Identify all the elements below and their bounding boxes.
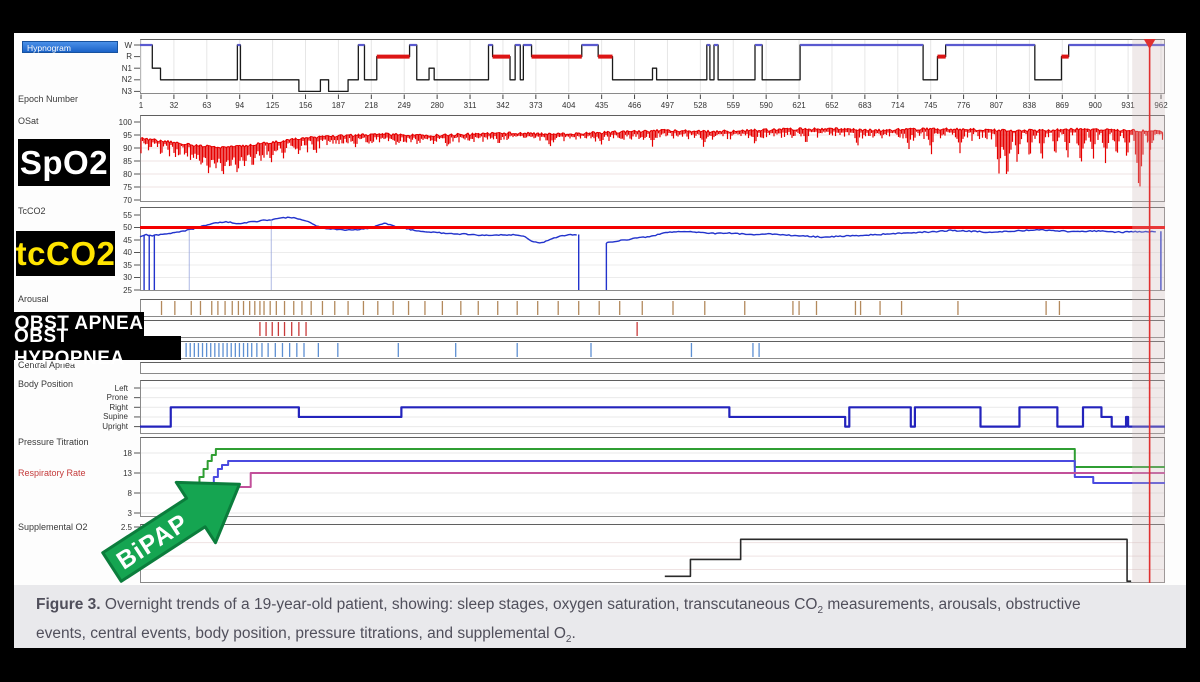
epoch-tick-label: 249 (397, 101, 411, 110)
epoch-tick-label: 528 (693, 101, 708, 110)
body-tick-label: Supine (103, 412, 128, 422)
spo2-tick-label: 100 (118, 117, 132, 127)
central-apnea-label: Central Apnea (18, 360, 76, 370)
hypnogram-series-chip[interactable]: Hypnogram (22, 41, 118, 53)
spo2-panel (140, 115, 1165, 202)
epoch-tick-label: 621 (792, 101, 806, 110)
epoch-tick-label: 435 (594, 101, 609, 110)
pressure-tick-label: 18 (123, 448, 132, 458)
epoch-tick-label: 373 (529, 101, 543, 110)
epoch-tick-label: 962 (1154, 101, 1168, 110)
tcco2-tick-label: 55 (123, 210, 132, 220)
osat-label: OSat (18, 116, 39, 126)
supplemental-o2-label: Supplemental O2 (18, 522, 88, 532)
epoch-tick-label: 776 (956, 101, 971, 110)
epoch-tick-label: 714 (891, 101, 905, 110)
tcco2-tick-label: 50 (123, 223, 132, 232)
pressure-tick-label: 8 (127, 488, 132, 498)
epoch-tick-label: 63 (202, 101, 212, 110)
body-tick-label: Left (114, 383, 128, 393)
epoch-tick-label: 32 (169, 101, 179, 110)
tcco2-tick-label: 25 (123, 285, 132, 295)
epoch-tick-label: 156 (298, 101, 313, 110)
obst-apnea-annotation: OBST APNEA (14, 312, 144, 336)
spo2-tick-label: 90 (123, 143, 132, 153)
epoch-tick-label: 466 (627, 101, 642, 110)
spo2-annotation: SpO2 (18, 139, 110, 186)
epoch-tick-label: 900 (1088, 101, 1102, 110)
stage-tick-label: N2 (121, 75, 132, 85)
body-position-label: Body Position (18, 379, 74, 389)
arousal-label: Arousal (18, 294, 49, 304)
hypnogram-panel (140, 39, 1165, 94)
epoch-tick-label: 1 (138, 101, 144, 110)
caption-band (14, 585, 1186, 648)
epoch-tick-label: 187 (331, 101, 346, 110)
epoch-tick-label: 590 (759, 101, 773, 110)
epoch-tick-label: 497 (660, 101, 675, 110)
spo2-tick-label: 95 (123, 130, 132, 140)
pressure-tick-label: 3 (127, 508, 132, 518)
spo2-tick-label: 80 (123, 169, 132, 179)
tcco2-tick-label: 35 (123, 260, 132, 270)
epoch-tick-label: 559 (726, 101, 740, 110)
spo2-tick-label: 75 (123, 182, 132, 192)
body-position-panel (140, 380, 1165, 434)
caption-text: 2 (565, 634, 572, 646)
obst-apnea-strip (140, 320, 1165, 338)
caption-text: events, central events, body position, p… (36, 625, 566, 643)
tcco2-tick-label: 45 (123, 235, 132, 245)
caption-text: 2 (817, 605, 824, 617)
epoch-tick-label: 218 (364, 101, 378, 110)
epoch-tick-label: 342 (496, 101, 510, 110)
tcco2-label: TcCO2 (18, 206, 46, 216)
tcco2-tick-label: 30 (123, 273, 132, 282)
stage-tick-label: N3 (121, 86, 132, 96)
respiratory-rate-label: Respiratory Rate (18, 468, 86, 478)
epoch-tick-label: 125 (265, 101, 280, 110)
epoch-tick-label: 652 (825, 101, 839, 110)
pressure-panel (140, 437, 1165, 517)
obst-hypopnea-annotation: OBST HYPOPNEA (14, 326, 181, 369)
pressure-tick-label: 13 (123, 468, 132, 478)
central-apnea-strip (140, 362, 1165, 374)
stage-tick-label: R (126, 52, 132, 62)
stage-tick-label: N1 (121, 63, 132, 73)
epoch-number-label: Epoch Number (18, 94, 79, 104)
obst-hypopnea-strip (140, 341, 1165, 359)
spo2-tick-label: 85 (123, 156, 132, 166)
epoch-tick-label: 931 (1121, 101, 1135, 110)
caption-text: . (571, 625, 576, 643)
caption-text: Overnight trends of a 19-year-old patien… (100, 596, 818, 613)
arousal-strip (140, 299, 1165, 317)
epoch-tick-label: 683 (858, 101, 872, 110)
epoch-tick-label: 280 (430, 101, 444, 110)
body-tick-label: Upright (102, 422, 128, 432)
epoch-tick-label: 745 (923, 101, 938, 110)
caption-text: measurements, arousals, obstructive (823, 596, 1081, 613)
epoch-tick-label: 94 (235, 101, 245, 110)
stage-tick-label: W (124, 40, 132, 50)
tcco2-annotation: tcCO2 (16, 231, 115, 276)
spo2-tick-label: 70 (123, 195, 132, 205)
supp-tick-label: 2.5 (120, 522, 132, 532)
epoch-tick-label: 807 (989, 101, 1004, 110)
epoch-tick-label: 869 (1055, 101, 1069, 110)
epoch-tick-label: 404 (562, 101, 576, 110)
tcco2-panel (140, 207, 1165, 291)
body-tick-label: Right (109, 402, 128, 412)
figure-caption: Figure 3. Overnight trends of a 19-year-… (36, 593, 1164, 651)
tcco2-tick-label: 40 (123, 248, 132, 257)
caption-text: Figure 3. (36, 596, 101, 613)
epoch-tick-label: 838 (1022, 101, 1037, 110)
supplemental-o2-panel (140, 524, 1165, 583)
epoch-tick-label: 311 (463, 101, 477, 110)
body-tick-label: Prone (106, 393, 128, 403)
pressure-titration-label: Pressure Titration (18, 437, 89, 447)
